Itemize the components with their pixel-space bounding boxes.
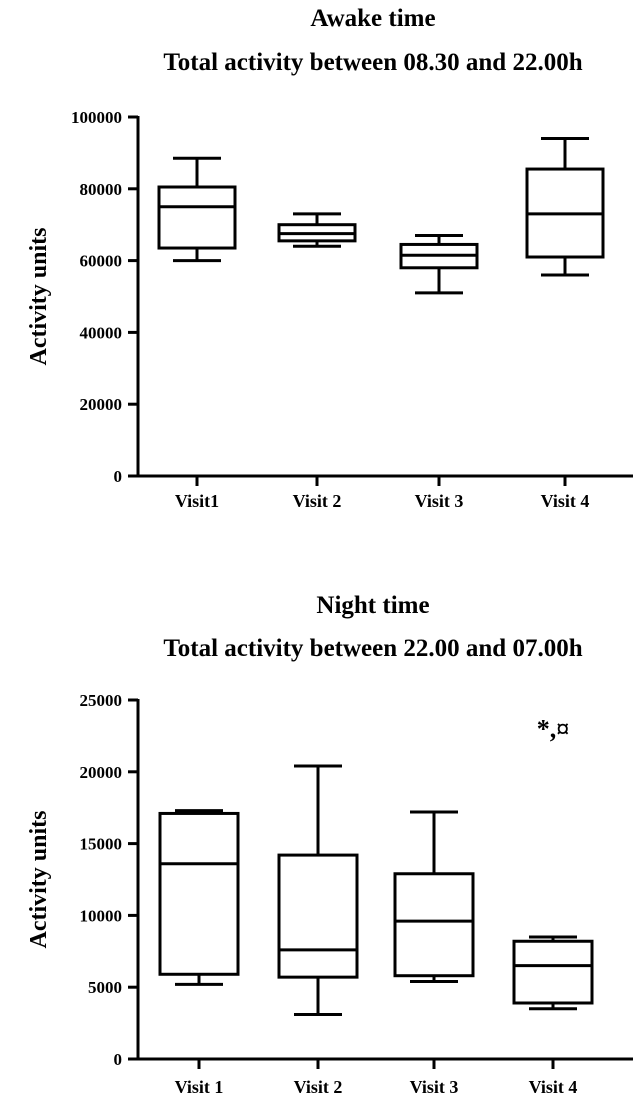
iqr-box (277, 853, 359, 979)
y-tick-label: 25000 (80, 691, 123, 710)
awake-time-chart: Awake time Total activity between 08.30 a… (26, 5, 633, 511)
iqr-box (158, 811, 240, 976)
chart-title-line-2: Total activity between 22.00 and 07.00h (163, 635, 582, 662)
x-category-label: Visit1 (175, 491, 219, 511)
y-tick-label: 0 (114, 1050, 123, 1069)
y-tick-label: 20000 (80, 395, 123, 414)
x-category-label: Visit 4 (529, 1077, 578, 1097)
x-category-label: Visit 3 (415, 491, 464, 511)
x-category-label: Visit 2 (294, 1077, 343, 1097)
iqr-box (512, 939, 594, 1005)
y-tick-label: 20000 (80, 763, 123, 782)
iqr-box (157, 185, 237, 250)
y-tick-label: 10000 (80, 906, 123, 925)
y-tick-label: 80000 (80, 180, 123, 199)
x-category-label: Visit 4 (541, 491, 590, 511)
significance-annotation: *,¤ (537, 715, 570, 744)
x-category-label: Visit 1 (175, 1077, 224, 1097)
night-time-chart: Night time Total activity between 22.00 a… (26, 592, 633, 1097)
chart-title-line-2: Total activity between 08.30 and 22.00h (163, 49, 582, 76)
x-category-label: Visit 2 (293, 491, 342, 511)
x-category-label: Visit 3 (410, 1077, 459, 1097)
y-tick-label: 60000 (80, 252, 123, 271)
chart-title-line-1: Awake time (310, 5, 435, 32)
y-tick-label: 15000 (80, 835, 123, 854)
chart-title-line-1: Night time (316, 592, 429, 619)
y-axis-label: Activity units (26, 228, 52, 366)
y-tick-label: 0 (114, 467, 123, 486)
y-tick-label: 40000 (80, 323, 123, 342)
y-tick-label: 100000 (71, 108, 122, 127)
iqr-box (393, 872, 475, 978)
y-tick-label: 5000 (88, 978, 122, 997)
y-axis-label: Activity units (26, 811, 52, 949)
